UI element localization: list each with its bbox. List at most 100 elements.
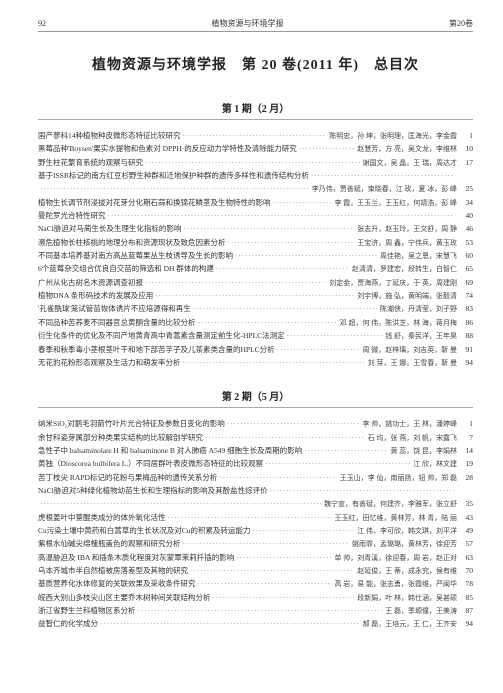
entry-dots: ········································… [136, 606, 383, 617]
entry-page: 10 [457, 143, 473, 155]
entry-dots: ········································… [309, 171, 454, 182]
entry-title: 不同品种苦荞麦不同器官总黄酮含量的比较分析 [38, 317, 196, 329]
header-page-number: 92 [38, 19, 46, 28]
entry-dots: ········································… [214, 264, 349, 275]
toc-entry: 高温胁迫及 IBA 和插条木质化程度对灰蒙覃茉莉扦插的影响···········… [38, 552, 473, 564]
entry-authors: 姚雨霏，孟璐璐，黄林芳，徐迎芳 [349, 539, 457, 550]
entry-authors: 李乃伟，贾善斌，束晓春，江 玫，夏 冰，彭 峰 [309, 184, 457, 195]
entry-dots: ········································… [196, 318, 337, 329]
entry-page: 87 [457, 605, 473, 617]
toc-entry: 皖西大别山多枝尖山区主要乔木树种间关联结构分析·················… [38, 592, 473, 604]
entry-page: 17 [457, 157, 473, 169]
entry-authors: 赵延俊，王 蒂，成永究，侯有维 [354, 566, 457, 577]
entry-authors: 石 均，张 燕，刘 帆，宋露飞 [365, 433, 457, 444]
entry-title: 基质营养化水体修复的关联效果及采收条件研究 [38, 578, 196, 590]
entry-title: 纳米SiO₂对鹅毛羽箭竹叶片光合特征及参数日变化的影响 [38, 418, 225, 430]
page: 92 植物资源与环境学报 第20卷 植物资源与环境学报 第 20 卷(2011 … [0, 0, 503, 693]
entry-dots: ········································… [181, 131, 327, 142]
entry-title: 濒危植物长柱核桃的地理分布和资源现状及致危因素分析 [38, 237, 226, 249]
toc-entry: 衍生化条件的优化及不同产地黄青高中青蒿素含量测定前生化-HPLC法测定·····… [38, 330, 473, 342]
entry-dots: ········································… [191, 304, 377, 315]
entry-authors: 赵清清，罗建宏，段转生，白智仁 [349, 264, 457, 275]
entry-page: 53 [457, 237, 473, 249]
entry-title: 虎根姜叶中薏醌类成分的体外氧化活性 [38, 512, 166, 524]
entry-page: 94 [457, 618, 473, 630]
entry-authors: 黄 蕊，饶 昆，李娟林 [388, 446, 458, 457]
entry-dots: ········································… [297, 144, 355, 155]
entry-page: 88 [457, 330, 473, 342]
entry-title: 衍生化条件的优化及不同产地黄青高中青蒿素含量测定前生化-HPLC法测定 [38, 330, 285, 342]
entry-authors: 周 微，赵梓瑀，刘吉英，靳 曼 [360, 345, 458, 356]
entry-title: 乌本齐城市半自然植被房落差型及其物的研究 [38, 565, 188, 577]
toc-entry: ········································… [38, 498, 473, 510]
entry-authors: 郝 磊，王培元，王 仁，王齐安 [360, 619, 458, 630]
toc-entry: 无花豹花粉形态观察及生活力和萌发率分析·····················… [38, 357, 473, 369]
entry-page: 46 [457, 223, 473, 235]
entry-authors: 刘定金，贾海燕，丁延庆，于 英，周建刚 [326, 278, 457, 289]
entry-page: 57 [457, 538, 473, 550]
toc-entry: 植物生长调节剂浸拔对花芽分化期石蒜和换锦花鳞茎及生物特性的影响·········… [38, 197, 473, 209]
entry-authors: 周佳艳，吴之恩，宋慧飞 [377, 251, 457, 262]
entry-title: 植物生长调节剂浸拔对花芽分化期石蒜和换锦花鳞茎及生物特性的影响 [38, 197, 271, 209]
entry-dots: ········································… [217, 473, 336, 484]
entry-page: 35 [457, 498, 473, 510]
entry-title: 黄独（Dioscorea bulbifera L.）不同居群叶表皮微形态特征的比… [38, 458, 263, 470]
entry-authors: 江 欣，林文建 [410, 459, 457, 470]
entry-authors: 谢国文，吴 晶，王 瑞，周达才 [360, 158, 458, 169]
entry-authors: 李 帅，姚功士，王 林，潘婷峰 [360, 419, 458, 430]
entry-title: 6个蓝莓杂交组合优良自交苗的筛选和 DH 群体的构建 [38, 263, 214, 275]
toc-entry: 紫根水仙碱尖绵槐瓶盖色的观察和研究分析·····················… [38, 538, 473, 550]
entry-dots: ········································… [181, 224, 354, 235]
toc-entry: 虎根姜叶中薏醌类成分的体外氧化活性·······················… [38, 512, 473, 524]
entry-title: 皖西大别山多枝尖山区主要乔木树种间关联结构分析 [38, 592, 211, 604]
entry-authors: 邓 超，何 伟，陈洪芝，林 海，蒋月梅 [337, 318, 457, 329]
toc-entry: 濒危植物长柱核桃的地理分布和资源现状及致危因素分析···············… [38, 237, 473, 249]
toc-entry: 曼陀罗光合特性研究·······························… [38, 210, 473, 222]
entry-title: 黑莓品种'Boysen'果实水提物和色素对 DPPH·的反应动力学特性及清除能力… [38, 143, 297, 155]
entry-authors: 陈潮侠，丹清莹，刘子野 [377, 304, 457, 315]
toc-entry: '孔雀酰球'笼试管苗恢体诱片不应培源得和再生··················… [38, 303, 473, 315]
entry-title: '孔雀酰球'笼试管苗恢体诱片不应培源得和再生 [38, 303, 191, 315]
entry-authors: 刘宇博，施 弘，黄明端，张毅清 [354, 291, 457, 302]
entry-title: 基于ISSR标记的南方红豆杉野生种群和迁地保护种群的遗传多样性和遗传结构分析 [38, 170, 309, 182]
entry-page: 14 [457, 445, 473, 457]
entry-page: 60 [457, 250, 473, 262]
entry-authors: 江 伟，李可欣，韩文琪，刘平洋 [354, 526, 457, 537]
entry-page: 28 [457, 472, 473, 484]
entry-dots: ········································… [196, 579, 332, 590]
entry-title: 苦丁枝尖 RAPD标记的花粉与果梅品种的遗传关系分析 [38, 472, 217, 484]
entry-dots: ········································… [226, 238, 355, 249]
entry-authors: 王玉红，田忆维，黄林芳，林 青，陆 丽 [332, 513, 458, 524]
header-volume: 第20卷 [449, 18, 473, 29]
entry-title: 高温胁迫及 IBA 和插条木质化程度对灰蒙覃茉莉扦插的影响 [38, 552, 234, 564]
main-title: 植物资源与环境学报 第 20 卷(2011 年) 总目次 [38, 54, 473, 74]
entry-title: Cu污染土壤中黄药和白蒿草的生长状况及对Cu的积累及转运能力 [38, 525, 251, 537]
entry-title: 益智仁的化学成分 [38, 618, 98, 630]
running-header: 92 植物资源与环境学报 第20卷 [38, 18, 473, 32]
entry-page: 49 [457, 525, 473, 537]
entry-dots: ········································… [234, 553, 331, 564]
entry-dots: ········································… [268, 486, 454, 497]
entry-dots: ········································… [233, 251, 377, 262]
entry-title: 野生柱花繁育系统的观察与研究 [38, 157, 143, 169]
entry-dots: ········································… [166, 513, 332, 524]
toc-entry: 纳米SiO₂对鹅毛羽箭竹叶片光合特征及参数日变化的影响·············… [38, 418, 473, 430]
toc-entry: Cu污染土壤中黄药和白蒿草的生长状况及对Cu的积累及转运能力··········… [38, 525, 473, 537]
toc-entry: 国产蓼科14种植物种皮微形态特征比较研究····················… [38, 130, 473, 142]
entry-page: 19 [457, 458, 473, 470]
entry-title: NaCl胁迫对马蔺生长及生理生化指标的影响 [38, 223, 181, 235]
entry-authors: 单 帅，刘青溪，徐迎春，周 岩，赵正对 [332, 553, 458, 564]
toc-entry: 广州从化古树名木资源调查初报··························… [38, 277, 473, 289]
issue-heading: 第 2 期（5 月） [38, 388, 473, 408]
entry-page: 83 [457, 303, 473, 315]
entry-page: 25 [457, 183, 473, 195]
entry-page: 1 [457, 418, 473, 430]
entry-title: 紫根水仙碱尖绵槐瓶盖色的观察和研究分析 [38, 538, 181, 550]
entry-dots: ········································… [38, 499, 321, 510]
toc-entry: 苦丁枝尖 RAPD标记的花粉与果梅品种的遗传关系分析··············… [38, 472, 473, 484]
entry-page: 91 [457, 344, 473, 356]
entry-page: 85 [457, 592, 473, 604]
entry-authors: 高 岩，易 能，张志勇，张霞维，严闽华 [332, 579, 458, 590]
entry-dots: ········································… [275, 345, 360, 356]
entry-authors: 王宝济，周 鑫，宁伟兵，黄玉玫 [354, 238, 457, 249]
